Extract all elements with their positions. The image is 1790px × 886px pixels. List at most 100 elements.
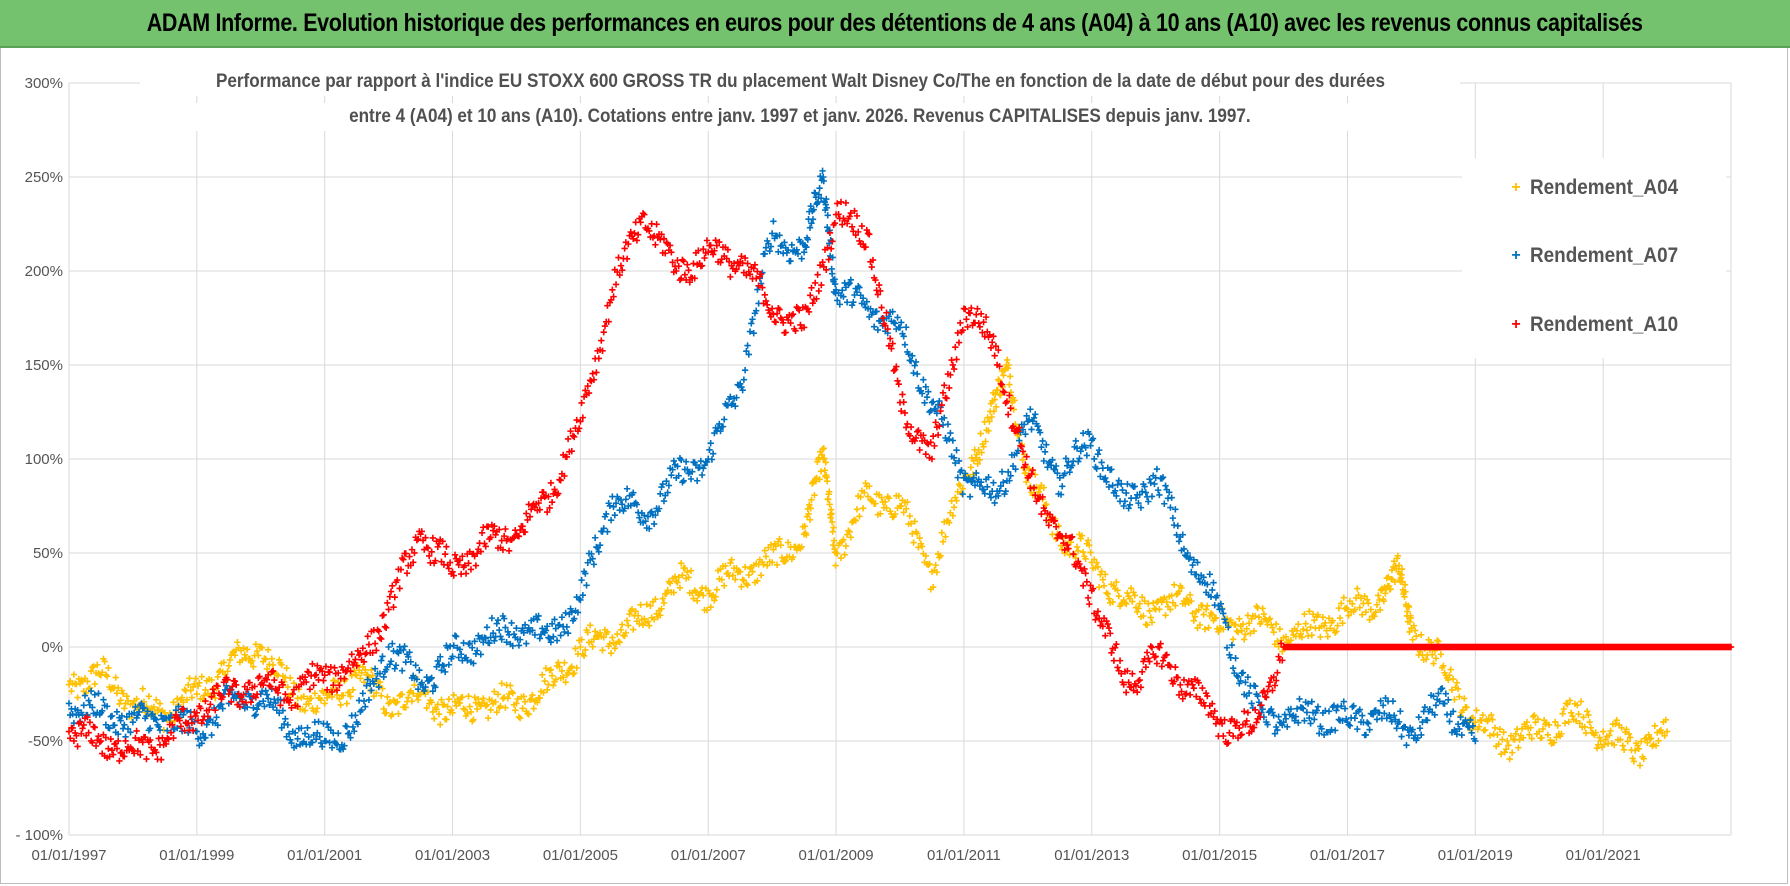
rendement-a07-point [1325,708,1333,715]
rendement-a04-point [1585,711,1592,719]
rendement-a10-point [681,271,689,278]
rendement-a07-point [250,704,257,711]
rendement-a07-point [815,191,823,198]
rendement-a07-point [1468,729,1475,736]
x-tick-label: 01/01/1997 [31,847,106,864]
rendement-a04-point [255,652,262,659]
rendement-a04-point [91,680,99,688]
rendement-a07-point [335,730,342,737]
rendement-a10-point [1103,617,1110,625]
rendement-a07-point [646,525,653,532]
rendement-a04-point [932,561,939,569]
rendement-a07-point [616,506,623,514]
rendement-a10-point [853,212,861,220]
rendement-a04-point [300,693,307,700]
rendement-a07-point [823,195,830,203]
rendement-a04-point [370,692,378,700]
rendement-a04-point [312,708,320,716]
rendement-a07-point [901,341,909,348]
rendement-a04-point [990,408,998,415]
rendement-a10-point [751,261,759,268]
rendement-a04-point [825,488,833,495]
rendement-a10-point [990,333,997,340]
rendement-a10-point [980,318,987,326]
rendement-a04-point [1003,356,1011,364]
rendement-a07-point [741,367,749,374]
rendement-a07-point [1272,723,1280,731]
rendement-a10-point [778,316,786,323]
rendement-a04-point [264,646,272,653]
rendement-a10-point [116,757,123,765]
rendement-a07-point [497,633,504,640]
rendement-a07-point [941,414,948,422]
rendement-a07-point [873,308,880,315]
rendement-a04-point [950,504,958,511]
rendement-a10-point [130,750,138,757]
rendement-a07-point [550,633,557,640]
rendement-a07-point [1418,731,1425,739]
rendement-a10-point [1143,649,1151,656]
rendement-a07-point [81,692,89,699]
rendement-a10-point [711,247,718,254]
rendement-a10-point [1000,388,1007,395]
rendement-a07-point [574,609,582,616]
rendement-a04-point [658,605,665,613]
rendement-a07-point [343,723,351,730]
rendement-a10-point [84,713,91,721]
rendement-a04-point [1390,558,1398,565]
rendement-a04-point [483,701,491,709]
rendement-a04-point [1422,656,1430,663]
rendement-a07-point [323,720,331,728]
rendement-a10-point [169,721,176,729]
rendement-a10-point [271,676,278,684]
rendement-a04-point [398,691,406,698]
rendement-a10-point [414,535,422,543]
rendement-a04-point [305,700,312,707]
rendement-a07-point [440,662,448,670]
rendement-a07-point [784,246,792,254]
y-tick-label: 300% [25,75,63,92]
rendement-a04-point [290,679,298,687]
rendement-a04-point [1581,723,1588,731]
rendement-a04-point [562,679,569,686]
rendement-a04-point [911,518,918,525]
rendement-a10-point [540,489,547,496]
rendement-a04-point [910,539,917,546]
report-banner: ADAM Informe. Evolution historique des p… [0,0,1790,48]
rendement-a10-point [1277,640,1285,647]
rendement-a07-point [175,703,182,710]
rendement-a04-point [1168,592,1175,599]
rendement-a10-point [916,446,923,454]
rendement-a04-point [953,497,960,504]
rendement-a10-point [768,305,776,312]
rendement-a07-point [98,707,106,715]
rendement-a04-point [307,695,315,702]
rendement-a10-point [1135,677,1142,685]
rendement-a10-point [1068,533,1076,541]
rendement-a04-point [816,476,823,483]
rendement-a10-point [269,667,277,675]
rendement-a10-point [878,304,885,311]
rendement-a04-point [550,682,557,689]
rendement-a04-point [1356,604,1363,611]
rendement-a04-point [187,687,194,694]
rendement-a10-point [963,316,970,323]
rendement-a04-point [1333,628,1340,635]
rendement-a07-point [867,305,874,313]
rendement-a10-point [407,562,414,569]
rendement-a04-point [674,579,681,586]
rendement-a10-point [455,561,462,569]
rendement-a10-point [690,260,697,267]
rendement-a04-point [883,504,890,512]
rendement-a07-point [959,490,966,498]
rendement-a04-point [1131,592,1138,599]
rendement-a07-point [546,635,553,642]
rendement-a04-point [992,403,1000,411]
rendement-a04-point [1195,606,1202,614]
rendement-a07-point [750,329,757,337]
rendement-a07-point [376,670,384,677]
rendement-a10-point [502,525,509,533]
rendement-a10-point [898,407,905,415]
rendement-a10-point [133,727,140,735]
rendement-a04-point [543,686,551,694]
